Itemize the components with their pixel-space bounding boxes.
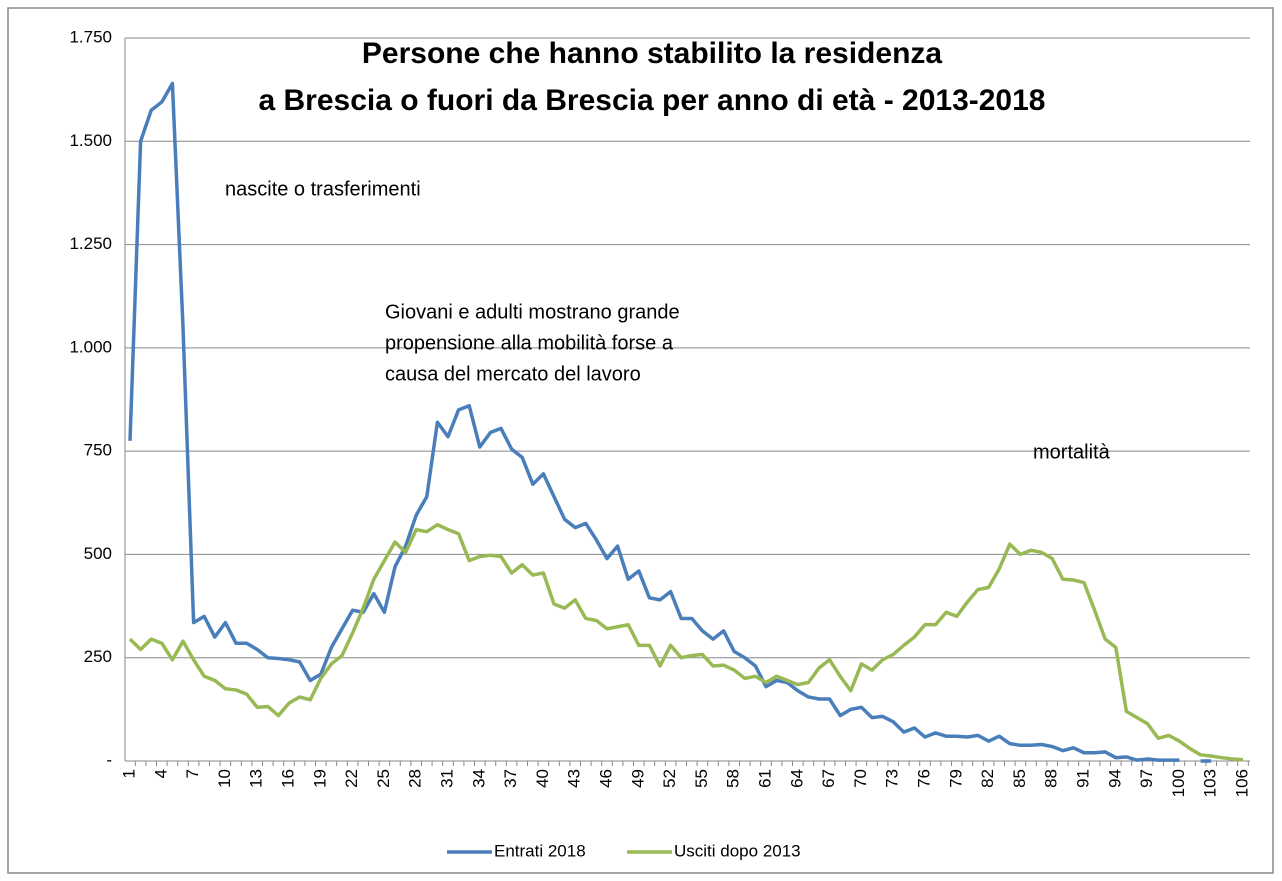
y-tick-label: 1.250 — [69, 234, 112, 253]
x-tick-label: 91 — [1073, 769, 1092, 788]
x-tick-label: 88 — [1042, 769, 1061, 788]
y-tick-label: 250 — [84, 647, 112, 666]
x-tick-label: 40 — [533, 769, 552, 788]
legend-label: Usciti dopo 2013 — [674, 841, 801, 860]
annotation: nascite o trasferimenti — [225, 178, 421, 200]
chart-frame — [7, 7, 1274, 874]
x-tick-label: 55 — [692, 769, 711, 788]
x-tick-label: 64 — [787, 769, 806, 788]
x-tick-label: 70 — [851, 769, 870, 788]
x-tick-label: 31 — [437, 769, 456, 788]
x-tick-label: 106 — [1232, 769, 1251, 797]
annotation: causa del mercato del lavoro — [385, 363, 641, 385]
x-tick-label: 49 — [628, 769, 647, 788]
x-tick-label: 19 — [310, 769, 329, 788]
x-tick-label: 37 — [501, 769, 520, 788]
x-tick-label: 61 — [755, 769, 774, 788]
y-tick-label: 500 — [84, 544, 112, 563]
annotation: Giovani e adulti mostrano grande — [385, 301, 680, 323]
x-tick-label: 100 — [1169, 769, 1188, 797]
y-tick-label: 1.000 — [69, 337, 112, 356]
x-tick-label: 82 — [978, 769, 997, 788]
y-tick-label: - — [106, 750, 112, 769]
annotation: mortalità — [1033, 441, 1111, 463]
x-tick-label: 85 — [1010, 769, 1029, 788]
x-tick-label: 43 — [565, 769, 584, 788]
x-tick-label: 1 — [119, 769, 138, 778]
y-tick-label: 1.500 — [69, 131, 112, 150]
x-tick-label: 73 — [883, 769, 902, 788]
x-tick-label: 13 — [247, 769, 266, 788]
x-tick-label: 94 — [1105, 769, 1124, 788]
x-tick-label: 97 — [1137, 769, 1156, 788]
series-line — [128, 522, 1244, 762]
x-tick-label: 4 — [151, 769, 170, 778]
chart-title: Persone che hanno stabilito la residenza — [362, 37, 942, 70]
series-line — [128, 81, 1180, 762]
x-tick-label: 34 — [469, 769, 488, 788]
y-tick-label: 750 — [84, 441, 112, 460]
x-tick-label: 103 — [1201, 769, 1220, 797]
x-tick-label: 10 — [215, 769, 234, 788]
x-tick-label: 52 — [660, 769, 679, 788]
x-tick-label: 22 — [342, 769, 361, 788]
legend-label: Entrati 2018 — [494, 841, 586, 860]
annotation: propensione alla mobilità forse a — [385, 332, 674, 354]
x-tick-label: 28 — [406, 769, 425, 788]
x-tick-label: 16 — [278, 769, 297, 788]
x-tick-label: 67 — [819, 769, 838, 788]
x-tick-label: 7 — [183, 769, 202, 778]
y-tick-label: 1.750 — [69, 27, 112, 46]
x-tick-label: 46 — [596, 769, 615, 788]
chart-subtitle: a Brescia o fuori da Brescia per anno di… — [258, 84, 1045, 117]
x-tick-label: 79 — [946, 769, 965, 788]
x-tick-label: 58 — [724, 769, 743, 788]
x-tick-label: 76 — [914, 769, 933, 788]
x-tick-label: 25 — [374, 769, 393, 788]
